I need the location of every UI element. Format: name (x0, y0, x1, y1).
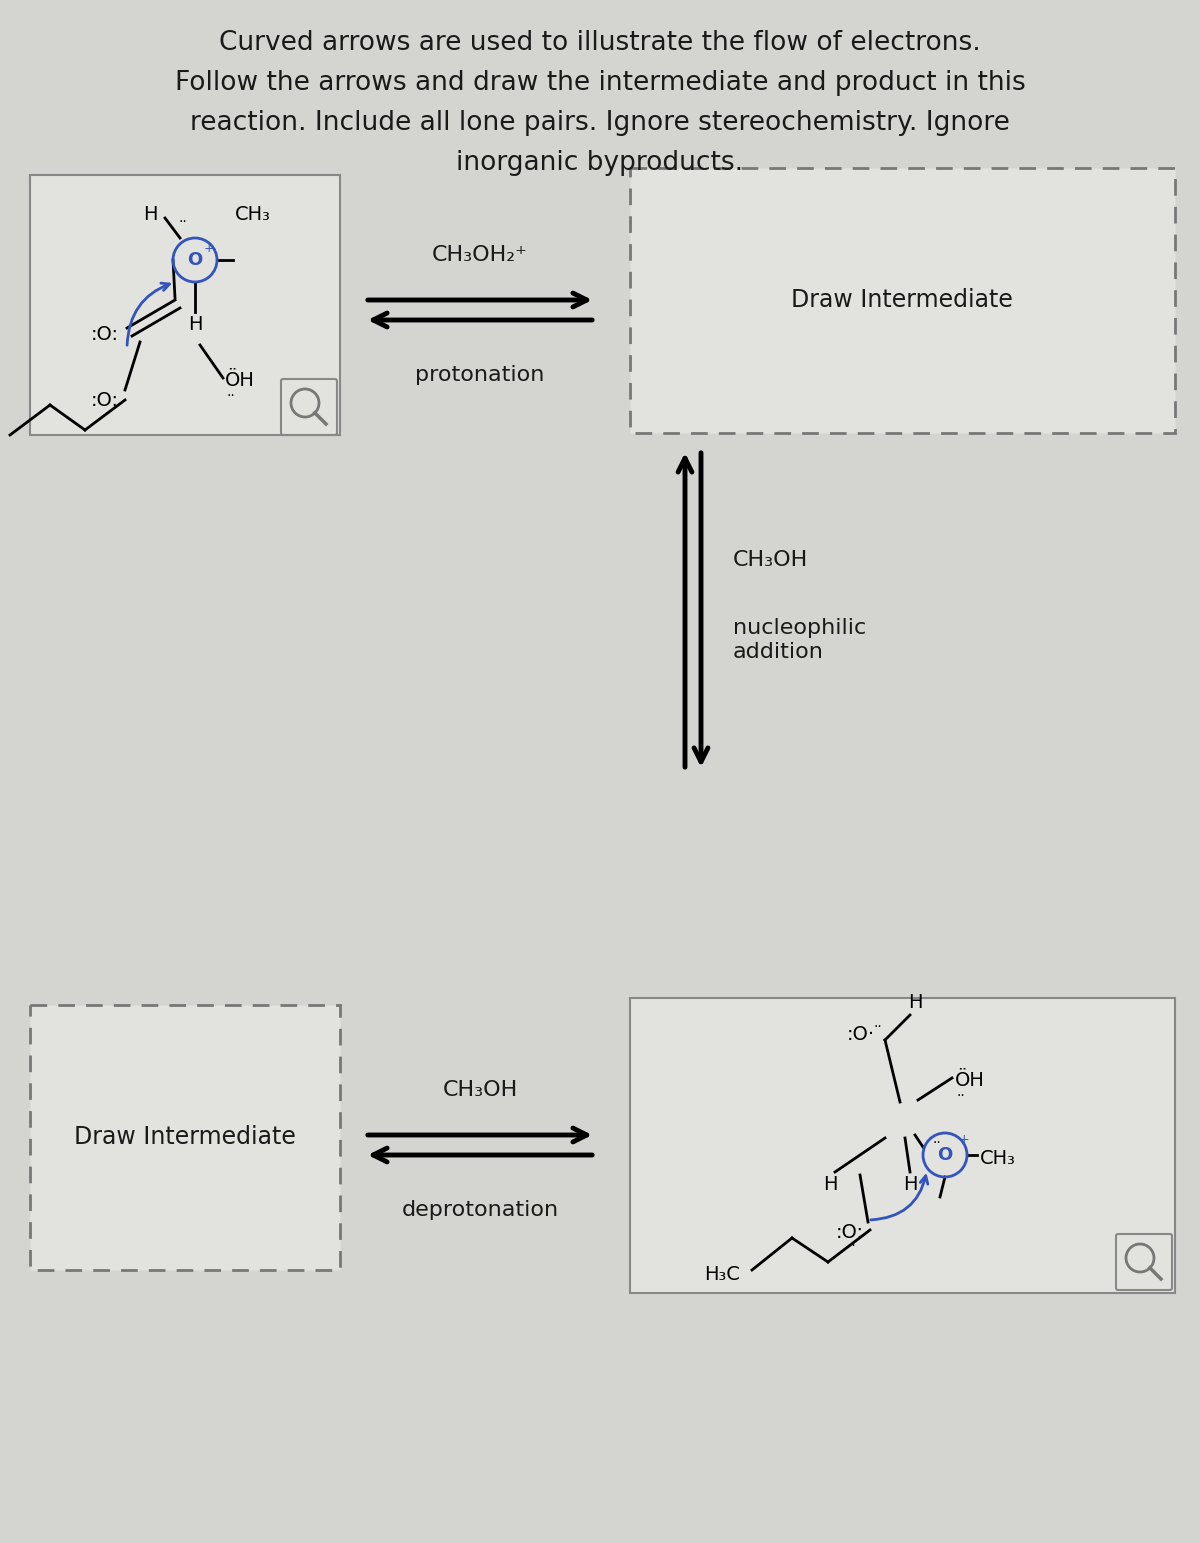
Text: H: H (907, 994, 923, 1012)
Bar (630, 168, 1175, 434)
Text: :O·: :O· (847, 1026, 875, 1045)
Text: ..: .. (227, 386, 235, 400)
Text: H: H (902, 1176, 917, 1194)
Text: CH₃: CH₃ (235, 205, 271, 224)
Text: reaction. Include all lone pairs. Ignore stereochemistry. Ignore: reaction. Include all lone pairs. Ignore… (190, 110, 1010, 136)
Text: protonation: protonation (415, 366, 545, 386)
Text: CH₃OH₂⁺: CH₃OH₂⁺ (432, 245, 528, 265)
Text: H: H (187, 315, 203, 333)
FancyArrowPatch shape (871, 1176, 928, 1221)
Text: +: + (959, 1133, 970, 1146)
Bar (30, 1004, 340, 1270)
Text: inorganic byproducts.: inorganic byproducts. (456, 150, 744, 176)
Text: H: H (143, 205, 157, 224)
Text: CH₃: CH₃ (980, 1148, 1016, 1168)
Text: :O:: :O: (91, 390, 119, 409)
Bar (30, 174, 340, 435)
Text: O: O (937, 1146, 953, 1163)
Text: ..: .. (932, 1133, 941, 1146)
Bar (630, 998, 1175, 1293)
Text: CH₃OH: CH₃OH (733, 549, 809, 569)
Text: ..: .. (847, 1234, 857, 1248)
Text: Curved arrows are used to illustrate the flow of electrons.: Curved arrows are used to illustrate the… (220, 29, 980, 56)
Text: :O:: :O: (836, 1222, 864, 1242)
Text: :O:: :O: (91, 326, 119, 344)
Text: Draw Intermediate: Draw Intermediate (791, 289, 1013, 312)
FancyArrowPatch shape (127, 282, 169, 346)
Text: deprotonation: deprotonation (402, 1200, 558, 1221)
Text: ..: .. (874, 1015, 882, 1031)
Text: CH₃OH: CH₃OH (443, 1080, 517, 1100)
Text: ..: .. (179, 211, 187, 225)
Text: H₃C: H₃C (704, 1265, 740, 1284)
Text: ÖH: ÖH (955, 1071, 985, 1089)
Text: ÖH: ÖH (226, 370, 254, 389)
Text: H: H (823, 1176, 838, 1194)
Text: ..: .. (958, 1085, 966, 1099)
Text: O: O (187, 252, 203, 268)
Text: nucleophilic
addition: nucleophilic addition (733, 619, 866, 662)
Text: +: + (204, 242, 215, 255)
Text: Draw Intermediate: Draw Intermediate (74, 1125, 296, 1150)
Text: Follow the arrows and draw the intermediate and product in this: Follow the arrows and draw the intermedi… (175, 69, 1025, 96)
